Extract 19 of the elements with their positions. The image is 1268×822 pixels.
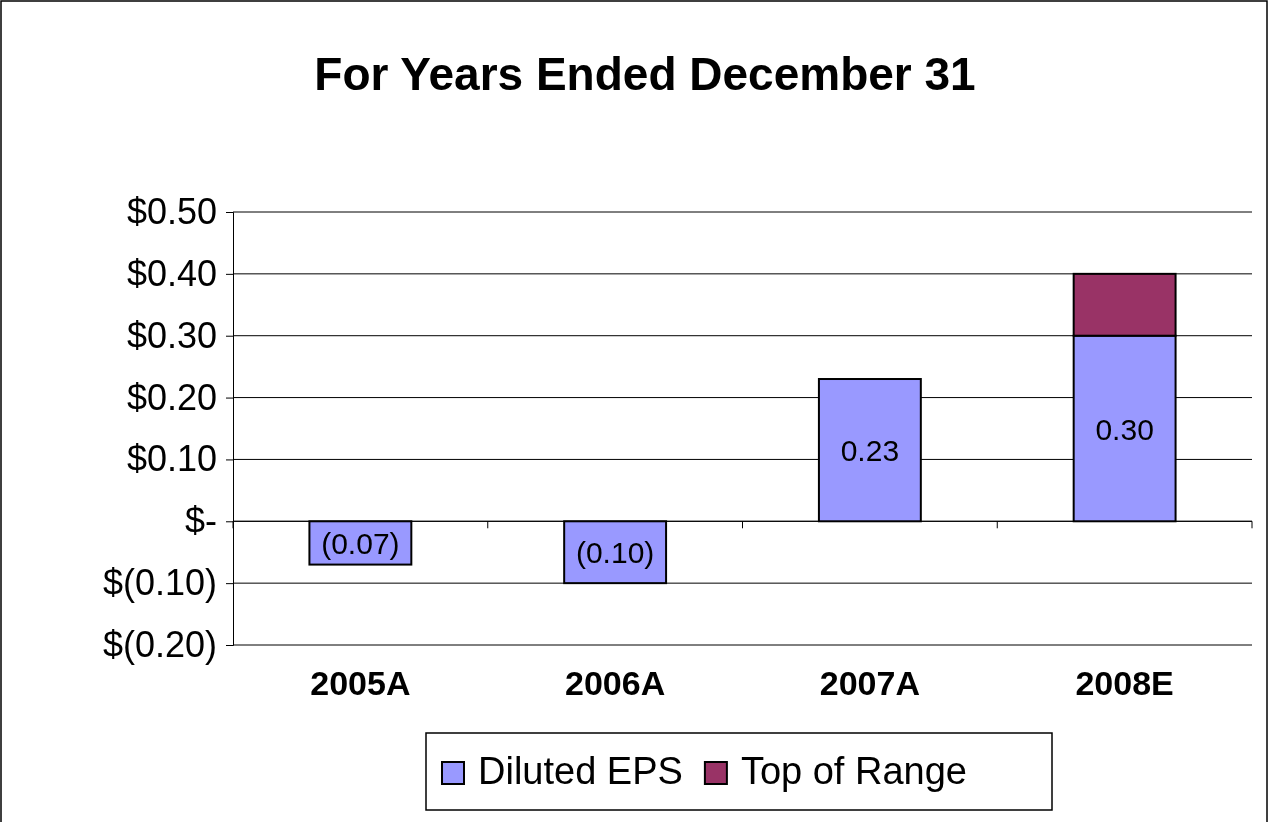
chart-title: For Years Ended December 31 (314, 48, 976, 100)
x-tick-label: 2006A (565, 664, 666, 702)
x-tick-label: 2008E (1075, 664, 1174, 702)
data-label: (0.10) (575, 536, 655, 570)
y-tick-label: $0.40 (126, 252, 217, 294)
data-label: 0.23 (840, 434, 900, 468)
y-tick-label: $(0.10) (102, 562, 217, 604)
data-label: 0.30 (1095, 412, 1154, 446)
data-label: (0.07) (321, 526, 400, 560)
legend-label: Diluted EPS (478, 750, 683, 792)
y-tick-label: $(0.20) (102, 624, 217, 666)
x-tick-label: 2007A (819, 664, 920, 702)
y-tick-label: $0.20 (126, 376, 217, 418)
y-tick-label: $0.50 (126, 191, 217, 233)
legend-label: Top of Range (740, 750, 967, 792)
y-tick-label: $0.30 (126, 314, 217, 356)
y-tick-label: $- (184, 500, 217, 542)
x-tick-label: 2005A (310, 664, 411, 702)
y-tick-label: $0.10 (126, 438, 217, 480)
